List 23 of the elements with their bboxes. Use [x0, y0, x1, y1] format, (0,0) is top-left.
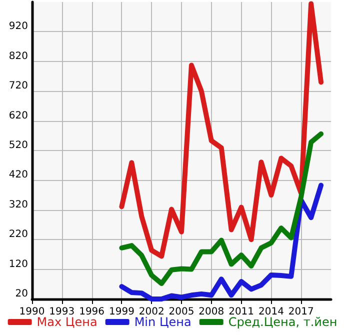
y-tick-label: 220	[8, 229, 28, 240]
y-tick-label: 820	[8, 50, 28, 62]
x-tick-label: 2011	[228, 306, 254, 318]
x-tick-label: 2008	[198, 306, 224, 318]
y-tick-label: 520	[8, 140, 28, 151]
y-tick-label: 920	[8, 21, 28, 32]
legend-label: Min Цена	[134, 315, 192, 329]
x-tick-label: 1996	[79, 306, 105, 318]
x-tick-label: 1999	[108, 306, 134, 318]
y-tick-label: 20	[15, 288, 28, 300]
x-tick-label: 1993	[49, 306, 75, 318]
y-tick-label: 120	[8, 258, 28, 270]
x-tick-label: 2014	[258, 306, 284, 318]
y-tick-label: 720	[8, 80, 28, 92]
legend-label: Max Цена	[36, 315, 98, 329]
x-tick-label: 1990	[19, 306, 45, 318]
legend-label: Сред.Цена, т.йен	[228, 315, 338, 329]
x-tick-label: 2002	[138, 306, 164, 318]
x-tick-label: 2017	[288, 306, 314, 318]
y-tick-label: 620	[8, 110, 28, 122]
y-tick-label: 420	[8, 170, 28, 181]
x-tick-label: 2005	[168, 306, 194, 318]
y-tick-label: 320	[8, 199, 28, 210]
